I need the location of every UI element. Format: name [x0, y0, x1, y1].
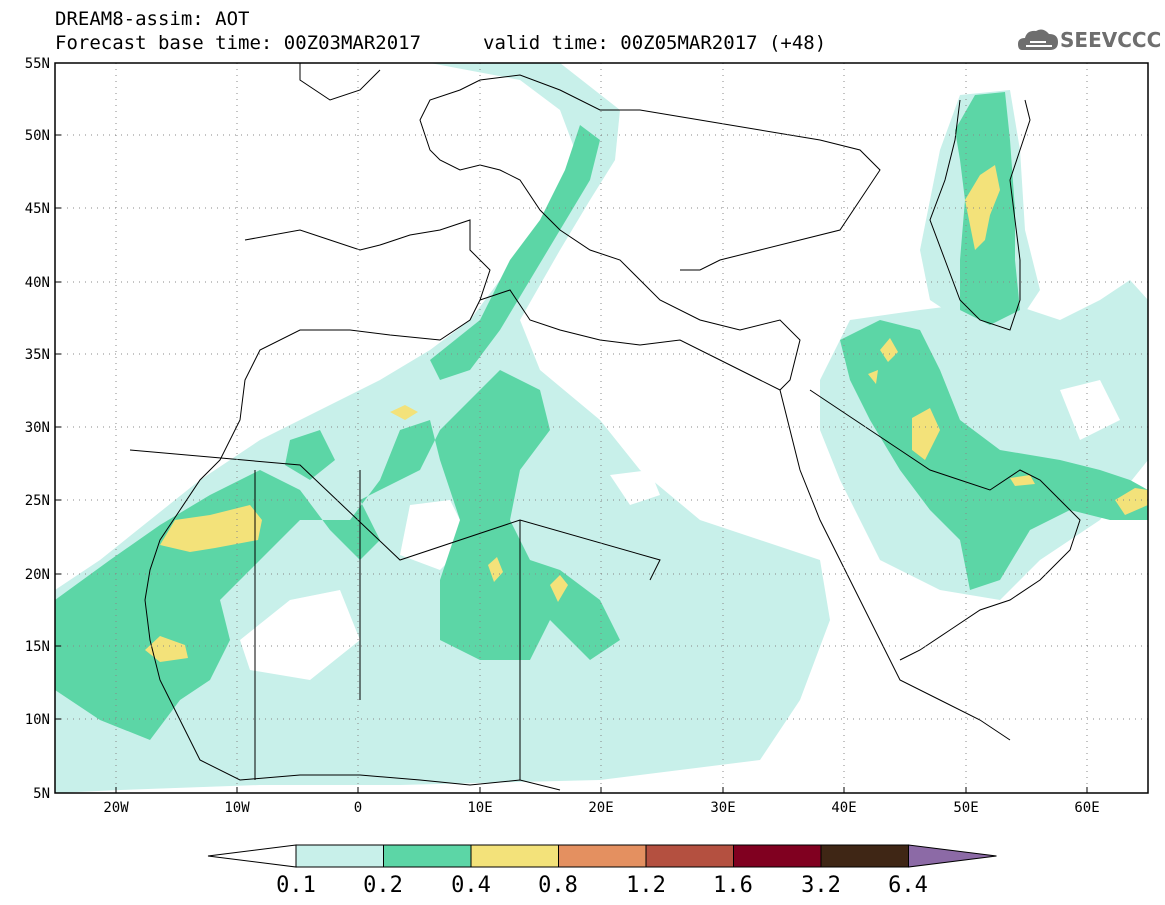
lat-label: 55N [25, 56, 50, 72]
lon-labels: 20W 10W 0 10E 20E 30E 40E 50E 60E [103, 800, 1099, 816]
colorbar-label: 0.2 [363, 873, 403, 898]
lat-labels: 55N 50N 45N 40N 35N 30N 25N 20N 15N 10N … [25, 56, 50, 802]
lon-label: 50E [953, 800, 978, 816]
colorbar [207, 844, 997, 868]
tick-marks [55, 62, 1088, 793]
lon-label: 10E [467, 800, 492, 816]
colorbar-over-triangle [908, 844, 997, 868]
colorbar-under-triangle [207, 844, 297, 868]
lat-label: 30N [25, 420, 50, 436]
colorbar-segment [470, 844, 559, 868]
colorbar-label: 0.4 [451, 873, 491, 898]
lat-label: 50N [25, 128, 50, 144]
lon-label: 20E [588, 800, 613, 816]
logo-text: SEEVCCC [1060, 28, 1162, 52]
lat-label: 25N [25, 493, 50, 509]
lon-label: 30E [710, 800, 735, 816]
lon-label: 40E [831, 800, 856, 816]
lon-label: 0 [354, 800, 362, 816]
forecast-base-time: Forecast base time: 00Z03MAR2017 [55, 32, 422, 54]
colorbar-labels: 0.1 0.2 0.4 0.8 1.2 1.6 3.2 6.4 [276, 873, 928, 898]
colorbar-label: 1.6 [713, 873, 753, 898]
colorbar-segment [295, 844, 384, 868]
graticule [55, 63, 1148, 793]
lat-label: 45N [25, 201, 50, 217]
lat-label: 40N [25, 275, 50, 291]
colorbar-label: 6.4 [888, 873, 928, 898]
aot-shading [55, 63, 1148, 793]
lat-label: 35N [25, 347, 50, 363]
colorbar-segment [645, 844, 734, 868]
cloud-logo-icon [1018, 29, 1058, 50]
colorbar-segment [820, 844, 909, 868]
lon-label: 20W [103, 800, 129, 816]
colorbar-label: 0.1 [276, 873, 316, 898]
colorbar-segment [383, 844, 472, 868]
colorbar-label: 0.8 [538, 873, 578, 898]
lat-label: 10N [25, 712, 50, 728]
lat-label: 15N [25, 639, 50, 655]
colorbar-segment [558, 844, 647, 868]
lon-label: 60E [1074, 800, 1099, 816]
lat-label: 5N [33, 786, 50, 802]
colorbar-label: 3.2 [801, 873, 841, 898]
lat-label: 20N [25, 567, 50, 583]
colorbar-label: 1.2 [626, 873, 666, 898]
lon-label: 10W [224, 800, 250, 816]
valid-time: valid time: 00Z05MAR2017 (+48) [483, 32, 827, 54]
colorbar-segment [733, 844, 822, 868]
map-title: DREAM8-assim: AOT [55, 8, 250, 30]
